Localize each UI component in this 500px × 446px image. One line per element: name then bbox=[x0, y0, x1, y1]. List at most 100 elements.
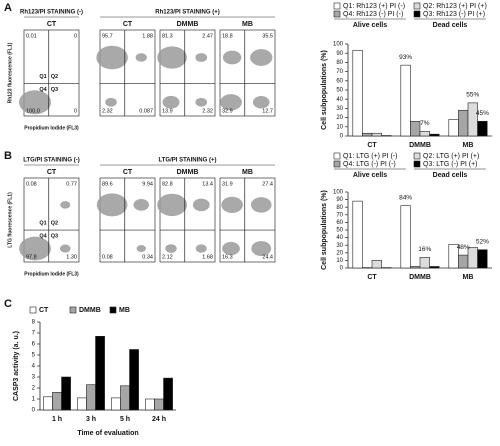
bar bbox=[410, 266, 421, 269]
legend-swatch bbox=[413, 152, 421, 160]
flow-plot-title: CT bbox=[47, 169, 57, 176]
y-tick-label: 70 bbox=[336, 69, 343, 75]
staining-header: LTG/PI STAINING (-) bbox=[23, 158, 79, 164]
bar bbox=[129, 349, 139, 411]
bar bbox=[458, 254, 469, 269]
event-cloud bbox=[250, 197, 272, 213]
event-cloud bbox=[105, 97, 117, 107]
quadrant-value: 13.9 bbox=[162, 108, 173, 114]
annotation: 52% bbox=[476, 238, 489, 245]
quadrant-label: Q2 bbox=[51, 74, 58, 80]
legend-label: Q4: LTG (-) PI (-) bbox=[343, 161, 396, 168]
legend-label: DMMB bbox=[79, 307, 101, 314]
event-cloud bbox=[135, 53, 147, 62]
bar bbox=[352, 50, 363, 137]
bar bbox=[419, 257, 430, 269]
y-axis-label: Cell subpopulations (%) bbox=[321, 190, 328, 270]
legend-label: Q2: Rh123 (+) PI (+) bbox=[423, 3, 487, 10]
quadrant-value: 18.8 bbox=[222, 33, 233, 39]
event-cloud bbox=[136, 245, 146, 253]
event-cloud bbox=[96, 193, 128, 217]
legend-label: Q1: Rh123 (+) PI (-) bbox=[343, 3, 405, 10]
quadrant-value: 27.4 bbox=[262, 181, 273, 187]
quadrant-value: 35.5 bbox=[262, 33, 273, 39]
legend-group-label: Alive cells bbox=[353, 172, 387, 179]
event-cloud bbox=[165, 244, 177, 253]
event-cloud bbox=[195, 97, 208, 107]
quadrant-value: 1.88 bbox=[142, 33, 153, 39]
bar bbox=[458, 109, 469, 137]
y-tick-label: 10 bbox=[336, 258, 343, 264]
legend-swatch bbox=[333, 10, 341, 18]
y-tick-label: 100 bbox=[333, 190, 344, 196]
quadrant-value: 0.087 bbox=[139, 108, 153, 114]
y-tick-label: 0 bbox=[340, 134, 344, 140]
quadrant-value: 1.68 bbox=[202, 254, 213, 260]
flow-plot-frame bbox=[23, 29, 80, 117]
quadrant-value: 24.4 bbox=[262, 254, 273, 260]
quadrant-value: 100.0 bbox=[26, 108, 40, 114]
bar bbox=[61, 376, 71, 411]
bar bbox=[95, 335, 105, 411]
quadrant-value: 12.7 bbox=[262, 108, 273, 114]
event-cloud bbox=[221, 196, 243, 213]
legend-swatch bbox=[333, 160, 341, 168]
y-tick-label: 50 bbox=[336, 88, 343, 94]
bar bbox=[43, 396, 53, 411]
annotation: 84% bbox=[399, 194, 412, 201]
staining-header: Rh123/PI STAINING (+) bbox=[155, 10, 219, 16]
y-tick-label: 10 bbox=[336, 124, 343, 130]
y-tick-label: 2 bbox=[32, 386, 36, 392]
flow-plot-title: MB bbox=[242, 169, 253, 176]
annotation: 7% bbox=[420, 120, 430, 127]
bar bbox=[410, 120, 421, 137]
bar bbox=[429, 266, 440, 269]
quadrant-value: 0 bbox=[74, 33, 77, 39]
quadrant-value: 0 bbox=[74, 108, 77, 114]
legend-swatch bbox=[29, 306, 37, 314]
legend-swatch bbox=[333, 152, 341, 160]
quadrant-value: 2.12 bbox=[162, 254, 173, 260]
x-tick-label: DMMB bbox=[409, 142, 431, 149]
bar bbox=[400, 64, 411, 137]
flow-ylabel: LTG fluorescence (FL1) bbox=[7, 192, 13, 248]
y-tick-label: 3 bbox=[32, 375, 36, 381]
legend-swatch bbox=[413, 2, 421, 10]
event-cloud bbox=[96, 45, 128, 70]
legend-swatch bbox=[333, 2, 341, 10]
flow-plot-title: DMMB bbox=[177, 21, 199, 28]
quadrant-value: 13.4 bbox=[202, 181, 213, 187]
event-cloud bbox=[19, 236, 51, 261]
flow-plot-title: MB bbox=[242, 21, 253, 28]
bar bbox=[362, 132, 373, 137]
y-tick-label: 90 bbox=[336, 51, 343, 57]
bar bbox=[429, 133, 440, 137]
y-tick-label: 80 bbox=[336, 205, 343, 211]
y-tick-label: 0 bbox=[32, 408, 36, 414]
y-tick-label: 20 bbox=[336, 115, 343, 121]
quadrant-value: 0.08 bbox=[102, 254, 113, 260]
y-tick-label: 8 bbox=[32, 320, 36, 326]
x-tick-label: 3 h bbox=[86, 416, 96, 423]
bar bbox=[163, 377, 173, 411]
y-tick-label: 0 bbox=[340, 266, 344, 272]
y-tick-label: 80 bbox=[336, 60, 343, 66]
event-cloud bbox=[195, 244, 207, 253]
x-tick-label: DMMB bbox=[409, 274, 431, 281]
y-tick-label: 20 bbox=[336, 250, 343, 256]
legend-label: Q3: Rh123 (-) PI (+) bbox=[423, 11, 485, 18]
legend-label: Q4: Rh123 (-) PI (-) bbox=[343, 11, 403, 18]
event-cloud bbox=[19, 90, 51, 115]
annotation: 48% bbox=[457, 244, 470, 251]
staining-header: Rh123/PI STAINING (-) bbox=[20, 10, 83, 16]
event-cloud bbox=[133, 199, 150, 211]
event-cloud bbox=[59, 244, 71, 253]
y-tick-label: 30 bbox=[336, 106, 343, 112]
quadrant-value: 82.8 bbox=[162, 181, 173, 187]
flow-plot-frame bbox=[99, 29, 156, 117]
quadrant-value: 2.32 bbox=[202, 108, 213, 114]
bar bbox=[111, 397, 121, 411]
quadrant-value: 0.08 bbox=[26, 181, 37, 187]
x-tick-label: 1 h bbox=[52, 416, 62, 423]
